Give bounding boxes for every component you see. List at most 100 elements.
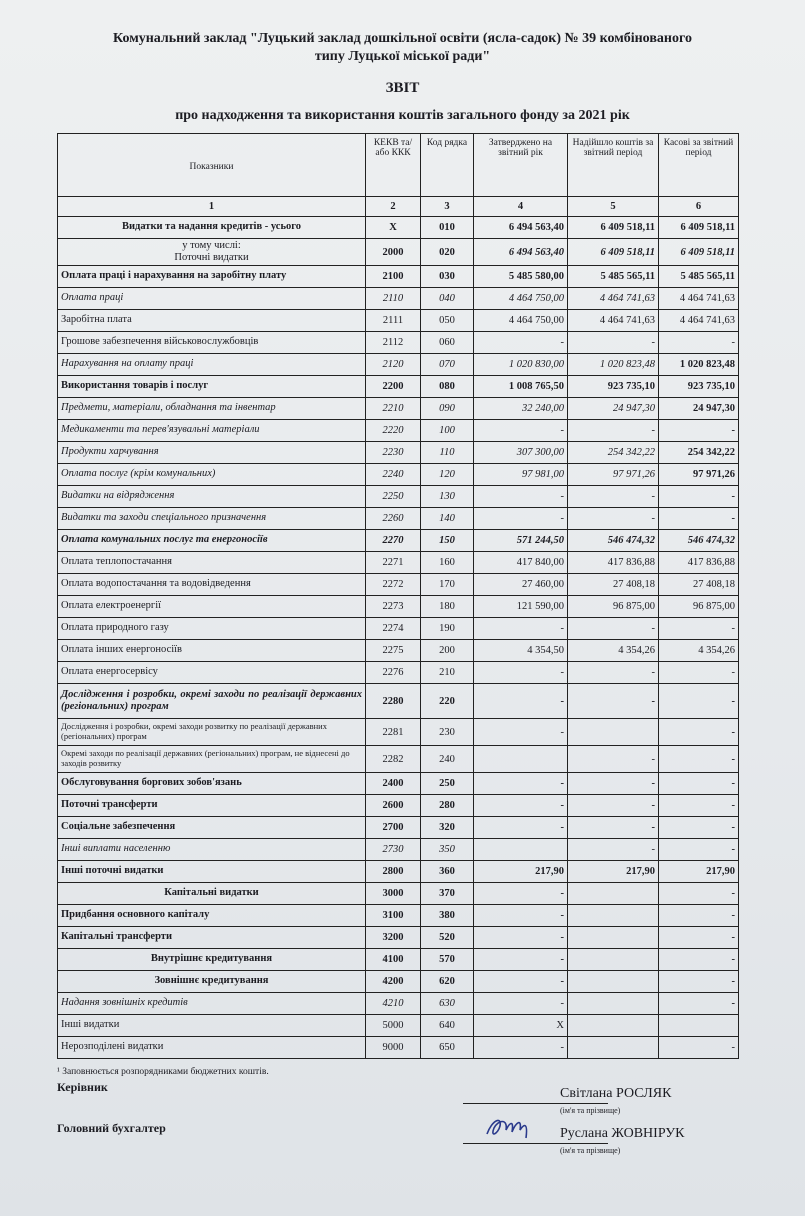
- received-cell: [567, 948, 659, 971]
- indicator-cell: Надання зовнішніх кредитів: [57, 992, 366, 1015]
- indicator-cell: Соціальне забезпечення: [57, 816, 366, 839]
- indicator-cell: Оплата праці: [57, 287, 366, 310]
- cash-cell: -: [658, 683, 739, 719]
- received-cell: 4 354,26: [567, 639, 659, 662]
- cash-cell: -: [658, 419, 739, 442]
- line-code-cell: 050: [420, 309, 474, 332]
- received-cell: 1 020 823,48: [567, 353, 659, 376]
- cash-cell: -: [658, 794, 739, 817]
- line-code-cell: 160: [420, 551, 474, 574]
- approved-cell: -: [473, 816, 568, 839]
- received-cell: 97 971,26: [567, 463, 659, 486]
- table-row: Нерозподілені видатки 9000 650- -: [57, 1036, 739, 1059]
- kekv-cell: 2111: [365, 309, 421, 332]
- cash-cell: 254 342,22: [658, 441, 739, 464]
- kekv-cell: 2281: [365, 718, 421, 746]
- kekv-cell: 2250: [365, 485, 421, 508]
- approved-cell: -: [473, 904, 568, 927]
- indicator-cell: Оплата теплопостачання: [57, 551, 366, 574]
- table-row: Оплата теплопостачання 2271 160 417 840,00 4…: [57, 551, 739, 574]
- line-code-cell: 280: [420, 794, 474, 817]
- cash-cell: 217,90: [658, 860, 739, 883]
- table-row: Інші виплати населенню 2730 350 - -: [57, 838, 739, 861]
- institution-name-line2: типу Луцької міської ради": [314, 49, 491, 64]
- cash-cell: 417 836,88: [658, 551, 739, 574]
- indicator-cell: Оплата праці і нарахування на заробітну …: [57, 265, 366, 288]
- cash-cell: 96 875,00: [658, 595, 739, 618]
- table-row: Зовнішнє кредитування 4200 620- -: [57, 970, 739, 993]
- received-cell: [567, 926, 659, 949]
- table-row: Предмети, матеріали, обладнання та інвен…: [57, 397, 739, 420]
- approved-cell: -: [473, 794, 568, 817]
- received-cell: 4 464 741,63: [567, 309, 659, 332]
- indicator-cell: Видатки та надання кредитів - усього: [57, 216, 366, 239]
- approved-cell: -: [473, 926, 568, 949]
- received-cell: [567, 904, 659, 927]
- line-code-cell: 040: [420, 287, 474, 310]
- kekv-cell: 2100: [365, 265, 421, 288]
- approved-cell: 1 020 830,00: [473, 353, 568, 376]
- cash-cell: 97 971,26: [658, 463, 739, 486]
- received-cell: -: [567, 485, 659, 508]
- cash-cell: -: [658, 992, 739, 1015]
- received-cell: 27 408,18: [567, 573, 659, 596]
- line-code-cell: 570: [420, 948, 474, 971]
- received-cell: 417 836,88: [567, 551, 659, 574]
- indicator-cell: Дослідження і розробки, окремі заходи ро…: [57, 718, 366, 746]
- cash-cell: -: [658, 816, 739, 839]
- approved-cell: 32 240,00: [473, 397, 568, 420]
- received-cell: [567, 1014, 659, 1037]
- cash-cell: -: [658, 745, 739, 773]
- table-row: Оплата комунальних послуг та енергоносії…: [57, 529, 739, 552]
- approved-cell: 97 981,00: [473, 463, 568, 486]
- received-cell: 217,90: [567, 860, 659, 883]
- table-row: Оплата праці і нарахування на заробітну …: [57, 265, 739, 288]
- received-cell: [567, 1036, 659, 1059]
- indicator-cell: Зовнішнє кредитування: [57, 970, 366, 993]
- table-row: Оплата інших енергоносіїв 2275 200 4 354,50…: [57, 639, 739, 662]
- cash-cell: -: [658, 772, 739, 795]
- cash-cell: 923 735,10: [658, 375, 739, 398]
- column-number: 3: [420, 196, 474, 217]
- table-row: Видатки та надання кредитів - усього X 010…: [57, 216, 739, 239]
- table-row: Оплата праці 2110 040 4 464 750,00 4 464 741…: [57, 287, 739, 310]
- kekv-cell: 2282: [365, 745, 421, 773]
- approved-cell: -: [473, 970, 568, 993]
- kekv-cell: 2274: [365, 617, 421, 640]
- caption-chief-accountant: (ім'я та прізвище): [560, 1146, 621, 1155]
- table-row: Продукти харчування 2230 110 307 300,00 254 …: [57, 441, 739, 464]
- indicator-cell: Видатки на відрядження: [57, 485, 366, 508]
- table-row: Оплата енергосервісу 2276 210- - -: [57, 661, 739, 684]
- column-number: 6: [658, 196, 739, 217]
- line-code-cell: 360: [420, 860, 474, 883]
- approved-cell: 571 244,50: [473, 529, 568, 552]
- table-row: Оплата природного газу 2274 190- - -: [57, 617, 739, 640]
- received-cell: -: [567, 683, 659, 719]
- indicator-cell: Грошове забезпечення військовослужбовців: [57, 331, 366, 354]
- indicator-cell: Предмети, матеріали, обладнання та інвен…: [57, 397, 366, 420]
- line-code-cell: 070: [420, 353, 474, 376]
- line-code-cell: 170: [420, 573, 474, 596]
- received-cell: -: [567, 816, 659, 839]
- indicator-cell: Інші видатки: [57, 1014, 366, 1037]
- line-code-cell: 630: [420, 992, 474, 1015]
- line-code-cell: 240: [420, 745, 474, 773]
- approved-cell: 4 464 750,00: [473, 309, 568, 332]
- received-cell: -: [567, 331, 659, 354]
- indicator-cell: Медикаменти та перев'язувальні матеріали: [57, 419, 366, 442]
- received-cell: 96 875,00: [567, 595, 659, 618]
- cash-cell: 6 409 518,11: [658, 216, 739, 239]
- indicator-cell: Капітальні видатки: [57, 882, 366, 905]
- indicator-cell: Інші поточні видатки: [57, 860, 366, 883]
- received-cell: -: [567, 661, 659, 684]
- cash-cell: 1 020 823,48: [658, 353, 739, 376]
- table-row: Окремі заходи по реалізації державних (р…: [57, 745, 739, 773]
- table-row: Інші видатки 5000 640 X: [57, 1014, 739, 1037]
- kekv-cell: 2120: [365, 353, 421, 376]
- received-cell: 6 409 518,11: [567, 216, 659, 239]
- table-row: Заробітна плата 2111 050 4 464 750,00 4 464 …: [57, 309, 739, 332]
- approved-cell: -: [473, 948, 568, 971]
- column-header: Надійшло коштів за звітний період: [567, 133, 659, 197]
- table-row: Оплата послуг (крім комунальних) 2240 120 9…: [57, 463, 739, 486]
- signature-line-chief-accountant: [463, 1143, 608, 1144]
